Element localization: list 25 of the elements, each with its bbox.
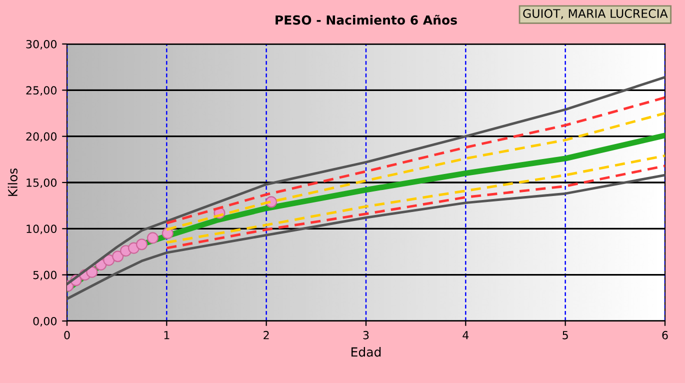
y-tick-label: 25,00 xyxy=(26,86,57,96)
x-tick-label: 5 xyxy=(562,331,568,340)
point xyxy=(86,266,98,278)
x-tick-label: 2 xyxy=(264,330,269,340)
y-axis-title: Kilos xyxy=(8,168,18,196)
x-tick-label: 0 xyxy=(64,330,70,340)
y-tick-label: 10,00 xyxy=(26,224,57,234)
point xyxy=(146,232,158,244)
line-series xyxy=(165,96,665,224)
x-tick-label: 4 xyxy=(462,331,469,340)
line-series xyxy=(165,154,665,244)
point xyxy=(112,250,124,262)
y-tick-label: 30,00 xyxy=(26,40,57,50)
point xyxy=(136,238,148,250)
x-tick-label: 6 xyxy=(662,330,668,340)
x-tick-label: 3 xyxy=(363,330,369,340)
y-tick-label: 5,00 xyxy=(33,270,57,280)
line-series xyxy=(165,164,665,250)
x-tick-label: 1 xyxy=(164,331,170,340)
x-axis-title: Edad xyxy=(352,347,381,357)
y-tick-label: 20,00 xyxy=(26,132,57,142)
y-tick-label: 0,00 xyxy=(33,316,57,327)
text: GUIOT, MARIA LUCRECIA xyxy=(523,9,668,20)
chart-title: PESO - Nacimiento 6 Años xyxy=(276,14,457,25)
y-tick-label: 15,00 xyxy=(26,178,57,188)
